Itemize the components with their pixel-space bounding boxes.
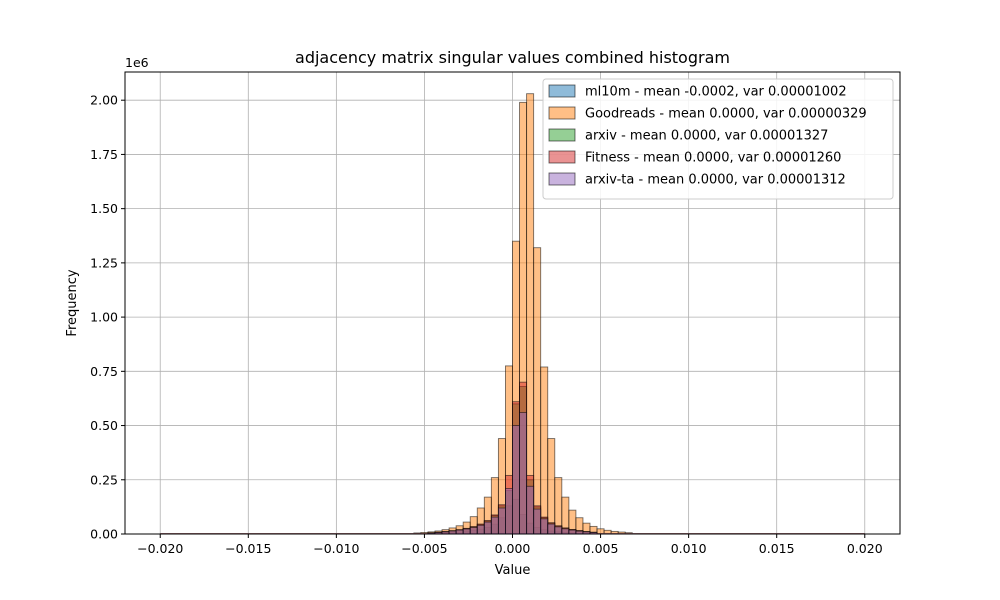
y-tick-label: 2.00 xyxy=(90,93,118,108)
y-tick-label: 1.50 xyxy=(90,201,118,216)
histogram-bar xyxy=(469,527,478,535)
histogram-bar xyxy=(533,508,542,535)
histogram-bar xyxy=(533,247,542,535)
y-tick-label: 0.50 xyxy=(90,418,118,433)
histogram-bar xyxy=(476,524,485,535)
x-tick-label: −0.005 xyxy=(401,541,447,556)
x-tick-label: 0.000 xyxy=(495,541,531,556)
legend-entry: ml10m - mean -0.0002, var 0.00001002 xyxy=(585,85,847,100)
histogram-bar xyxy=(540,366,549,535)
histogram-bar xyxy=(568,529,577,535)
legend-entry: Fitness - mean 0.0000, var 0.00001260 xyxy=(585,151,841,166)
x-tick-label: 0.020 xyxy=(847,541,883,556)
histogram-bar xyxy=(540,518,549,535)
y-axis-ticks: 0.00 0.25 0.50 0.75 1.00 1.25 1.50 1.75 2.00 xyxy=(90,93,125,542)
x-tick-label: −0.010 xyxy=(313,541,359,556)
y-tick-label: 0.00 xyxy=(90,527,118,542)
y-tick-label: 1.00 xyxy=(90,310,118,325)
histogram-bar xyxy=(526,485,535,535)
legend-box xyxy=(542,78,894,200)
legend-entry: arxiv - mean 0.0000, var 0.00001327 xyxy=(585,129,828,144)
histogram-bar xyxy=(455,529,464,535)
x-tick-label: 0.010 xyxy=(671,541,707,556)
y-axis-offset-label: 1e6 xyxy=(125,55,149,70)
histogram-bar xyxy=(497,507,506,535)
y-tick-label: 0.75 xyxy=(90,364,118,379)
histogram-bar xyxy=(512,425,520,535)
x-tick-label: −0.020 xyxy=(137,541,183,556)
legend-swatch xyxy=(548,150,576,164)
legend-swatch xyxy=(548,106,576,120)
x-tick-label: 0.005 xyxy=(583,541,619,556)
legend-entry: arxiv-ta - mean 0.0000, var 0.00001312 xyxy=(585,173,846,188)
histogram-bar xyxy=(483,521,492,535)
y-tick-label: 1.75 xyxy=(90,147,118,162)
histogram-bar xyxy=(561,528,570,535)
x-axis-ticks: −0.020 −0.015 −0.010 −0.005 0.000 0.005 0.010 0… xyxy=(137,534,883,556)
histogram-bar xyxy=(505,488,513,535)
histogram-bar xyxy=(462,528,471,535)
histogram-bar xyxy=(526,93,535,535)
histogram-bar xyxy=(547,438,556,535)
histogram-bar xyxy=(490,516,499,535)
y-axis-label: Frequency xyxy=(65,269,80,336)
histogram-bar xyxy=(554,526,563,535)
y-tick-label: 0.25 xyxy=(90,472,118,487)
y-tick-label: 1.25 xyxy=(90,255,118,270)
legend-swatch xyxy=(548,172,576,186)
histogram-bar xyxy=(547,523,556,535)
legend-entry: Goodreads - mean 0.0000, var 0.00000329 xyxy=(585,107,867,122)
legend: ml10m - mean -0.0002, var 0.00001002 Good… xyxy=(542,78,894,200)
legend-swatch xyxy=(548,84,576,98)
x-tick-label: 0.015 xyxy=(759,541,795,556)
histogram-bar xyxy=(519,412,528,535)
chart-title: adjacency matrix singular values combine… xyxy=(295,48,730,67)
x-tick-label: −0.015 xyxy=(225,541,271,556)
x-axis-label: Value xyxy=(495,563,531,578)
legend-swatch xyxy=(548,128,576,142)
